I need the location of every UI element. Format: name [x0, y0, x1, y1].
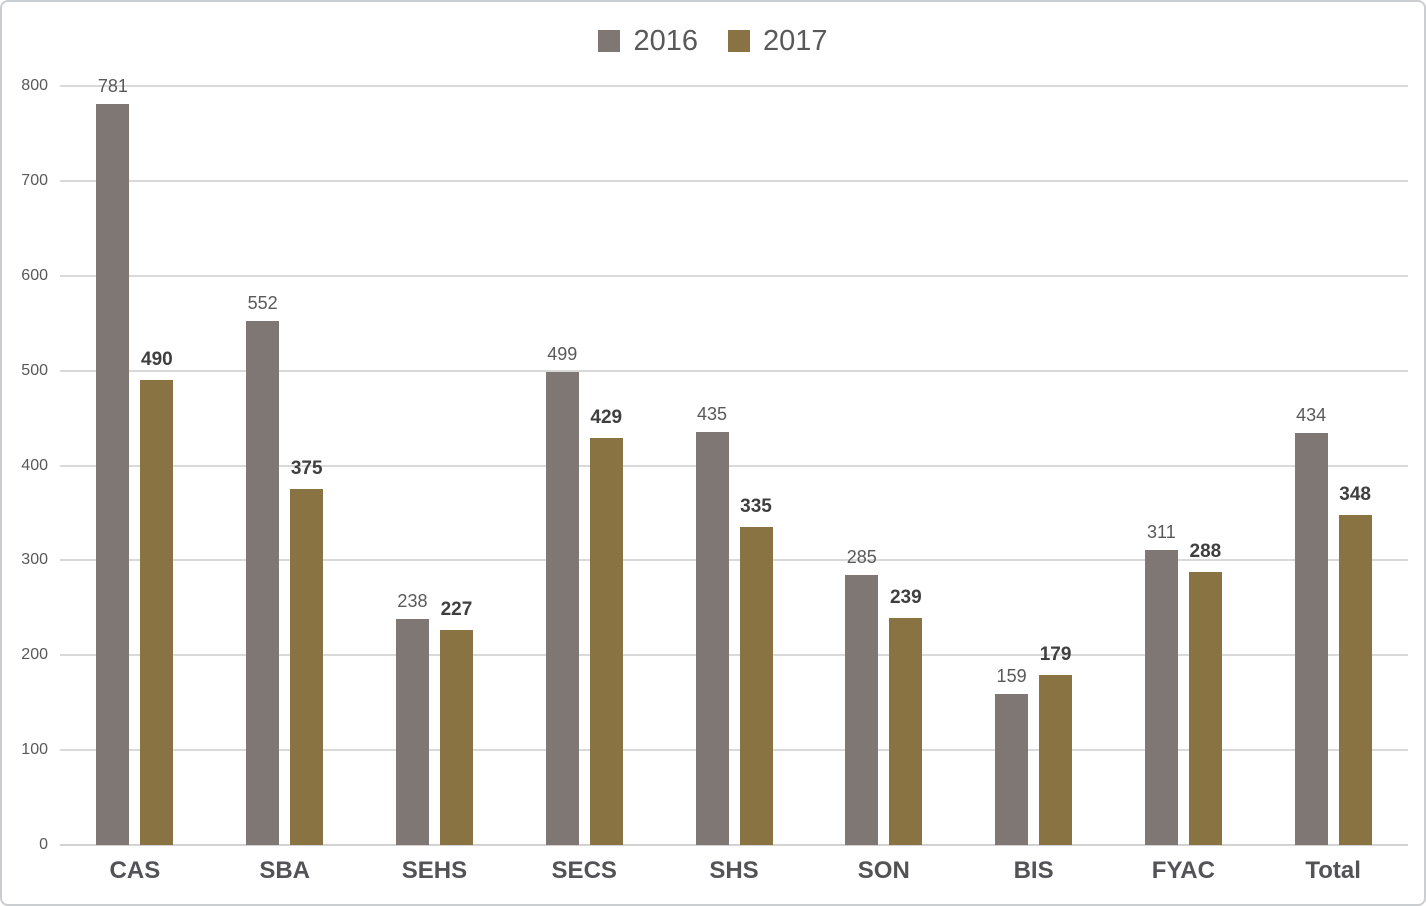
bar-group-son: 285 239	[809, 86, 959, 845]
y-tick-label-0: 0	[39, 836, 48, 853]
y-axis-labels: 0 100 200 300 400 500 600 700 800	[2, 2, 48, 904]
legend-swatch-2017-icon	[728, 30, 750, 52]
bar-group-shs: 435 335	[659, 86, 809, 845]
gridline-500	[60, 369, 1408, 372]
bar-group-fyac: 311 288	[1108, 86, 1258, 845]
gridline-400	[60, 464, 1408, 467]
gridline-800	[60, 85, 1408, 87]
value-label-2016-total: 434	[1296, 405, 1327, 426]
bar-2016-total: 434	[1294, 406, 1328, 845]
value-label-2016-sba: 552	[247, 293, 278, 314]
y-tick-label-700: 700	[21, 171, 48, 189]
bar-2017-son: 239	[889, 588, 923, 845]
value-label-2017-sehs: 227	[440, 598, 473, 620]
bar-2016-shs: 435	[695, 405, 729, 845]
value-label-2017-cas: 490	[141, 349, 173, 371]
y-tick-label-400: 400	[21, 456, 48, 474]
category-label-cas: CAS	[109, 857, 161, 884]
value-label-2016-bis: 159	[996, 666, 1027, 687]
legend-item-2016: 2016	[598, 24, 698, 57]
value-label-2016-fyac: 311	[1147, 521, 1176, 542]
chart-legend: 2016 2017	[2, 18, 1424, 64]
legend-label-2016: 2016	[633, 24, 698, 57]
bar-2017-secs: 429	[589, 408, 623, 845]
gridline-200	[60, 654, 1408, 657]
value-label-2016-sehs: 238	[397, 591, 428, 612]
bar-2016-cas: 781	[96, 77, 130, 845]
value-label-2017-sba: 375	[290, 458, 323, 480]
y-tick-label-300: 300	[21, 551, 48, 569]
bar-2017-fyac: 288	[1188, 542, 1222, 845]
bar-2017-shs: 335	[739, 497, 773, 845]
gridline-0	[60, 844, 1408, 846]
y-tick-label-800: 800	[21, 77, 48, 94]
gridline-300	[60, 559, 1408, 562]
value-label-2016-secs: 499	[547, 343, 578, 364]
gridline-600	[60, 274, 1408, 277]
bar-2017-sba: 375	[290, 459, 324, 845]
gridline-100	[60, 749, 1408, 752]
category-label-total: Total	[1305, 857, 1361, 884]
y-tick-label-500: 500	[21, 361, 48, 379]
value-label-2017-fyac: 288	[1189, 540, 1222, 562]
x-axis-labels: CAS SBA SEHS SECS SHS SON BIS FYAC Total	[60, 851, 1408, 903]
category-label-shs: SHS	[709, 857, 759, 884]
bar-2016-sba: 552	[246, 294, 280, 845]
bar-2016-sehs: 238	[395, 592, 429, 845]
value-label-2017-total: 348	[1339, 483, 1371, 505]
bar-2017-total: 348	[1338, 485, 1372, 845]
bar-2017-bis: 179	[1039, 645, 1073, 845]
bar-2017-cas: 490	[140, 350, 174, 845]
legend-swatch-2016-icon	[598, 30, 621, 52]
bar-2016-fyac: 311	[1144, 523, 1178, 845]
bar-group-sba: 552 375	[210, 86, 360, 845]
legend-item-2017: 2017	[728, 24, 828, 57]
gridline-700	[60, 179, 1408, 182]
bar-group-cas: 781 490	[60, 77, 210, 845]
plot-area: 781 490 552 375 238 227 499 429 435 335 285 239 159 1…	[60, 77, 1408, 846]
value-label-2017-son: 239	[889, 587, 922, 609]
bar-group-secs: 499 429	[509, 86, 659, 845]
category-label-son: SON	[857, 857, 910, 884]
value-label-2017-bis: 179	[1039, 644, 1072, 666]
bar-2016-bis: 159	[995, 667, 1029, 845]
category-label-secs: SECS	[551, 857, 617, 884]
bar-2016-son: 285	[845, 548, 879, 845]
bar-group-total: 434 348	[1258, 86, 1408, 845]
value-label-2016-son: 285	[846, 546, 877, 567]
bar-group-bis: 159 179	[959, 86, 1109, 845]
category-label-fyac: FYAC	[1151, 857, 1215, 884]
bar-2016-secs: 499	[545, 345, 579, 845]
category-label-sehs: SEHS	[401, 857, 468, 884]
y-tick-label-100: 100	[21, 741, 48, 759]
value-label-2016-cas: 781	[97, 76, 128, 96]
bar-group-sehs: 238 227	[360, 86, 510, 845]
y-tick-label-600: 600	[21, 266, 48, 284]
legend-label-2017: 2017	[763, 24, 828, 57]
bar-2017-sehs: 227	[439, 600, 473, 845]
y-tick-label-200: 200	[21, 646, 48, 664]
value-label-2017-shs: 335	[740, 496, 772, 518]
category-label-sba: SBA	[259, 857, 310, 884]
category-label-bis: BIS	[1013, 857, 1054, 884]
value-label-2016-shs: 435	[696, 404, 728, 425]
value-label-2017-secs: 429	[590, 407, 623, 428]
